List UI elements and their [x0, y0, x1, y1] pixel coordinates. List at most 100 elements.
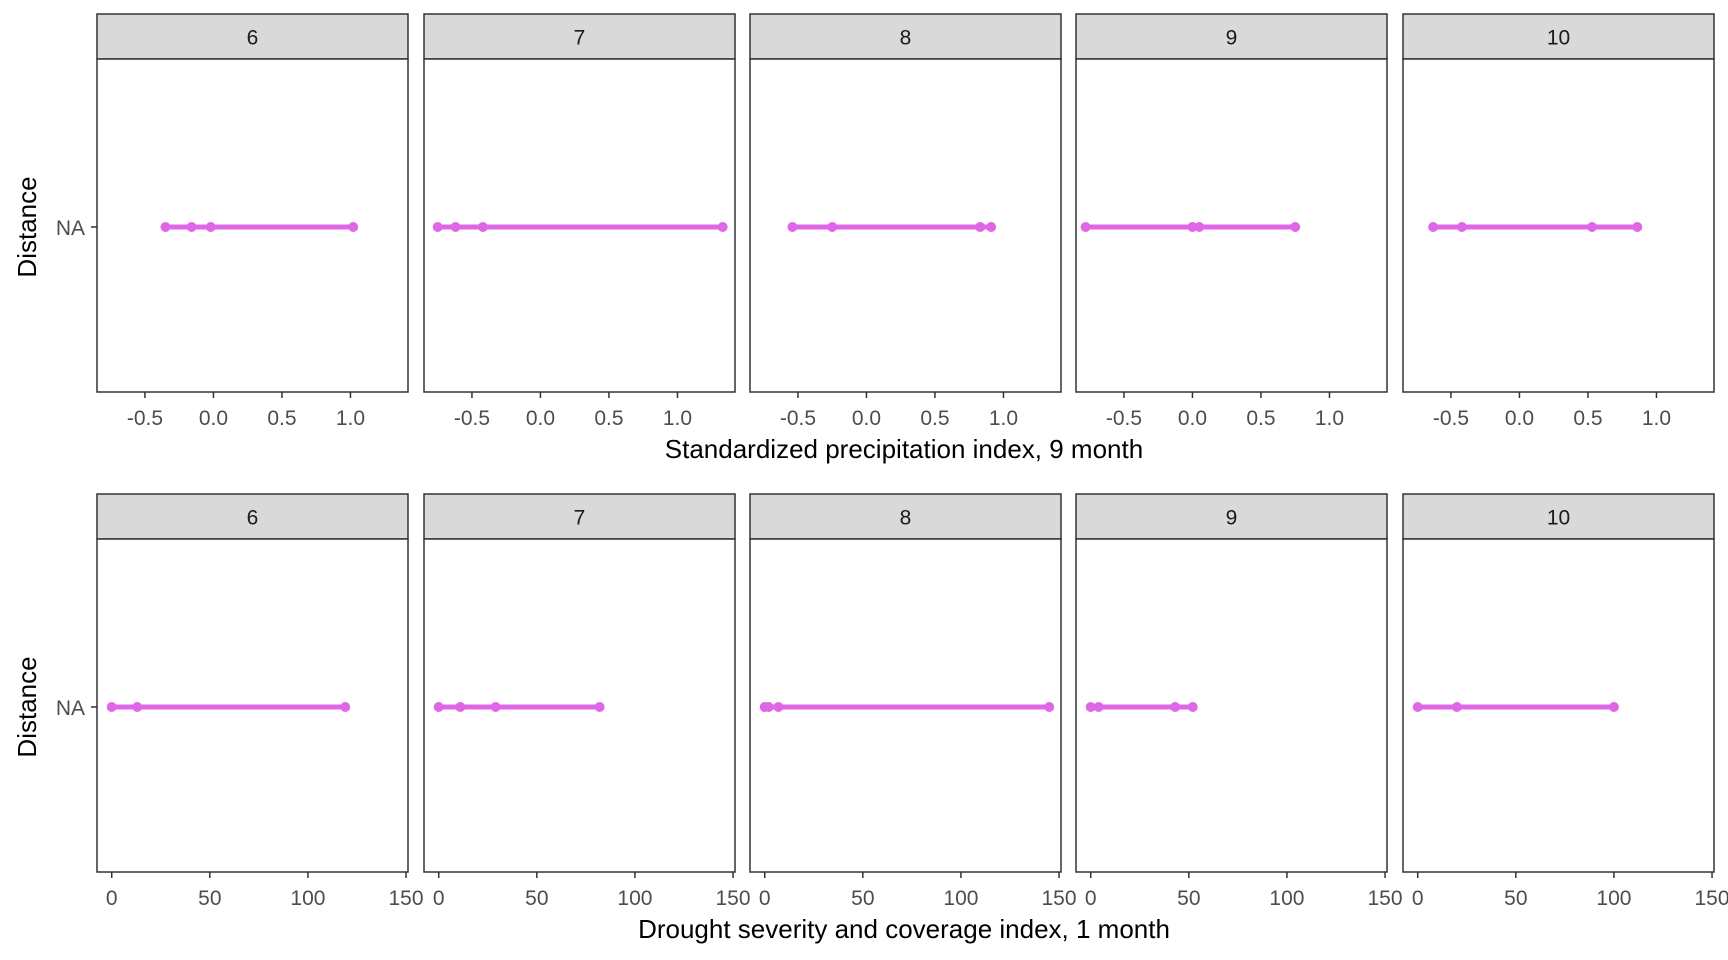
data-point — [1428, 222, 1439, 232]
x-tick-label: 0.5 — [920, 407, 949, 430]
facet-panel-8: 8 -0.5 0.0 0.5 1.0 — [749, 13, 1062, 430]
x-tick-label: 0.0 — [852, 407, 881, 430]
data-point — [1632, 222, 1643, 232]
row-top-x-axis-title: Standardized precipitation index, 9 mont… — [665, 434, 1143, 464]
data-point — [340, 702, 351, 712]
x-tick-label: -0.5 — [127, 407, 163, 430]
facet-panel-10: 100 50 100 150 — [1402, 493, 1728, 910]
facet-strip-label: 7 — [574, 507, 586, 530]
x-tick-label: 1.0 — [989, 407, 1018, 430]
data-point — [132, 702, 143, 712]
x-tick-label: -0.5 — [780, 407, 816, 430]
x-tick-label: 1.0 — [663, 407, 692, 430]
x-tick-label: 0.0 — [1505, 407, 1534, 430]
data-point — [1085, 702, 1096, 712]
row-bottom-y-axis-title: Distance — [12, 656, 42, 757]
data-point — [160, 222, 171, 232]
facet-strip — [423, 13, 736, 60]
data-point — [1290, 222, 1301, 232]
facet-strip — [1075, 493, 1388, 540]
data-point — [1194, 222, 1205, 232]
data-point — [450, 222, 461, 232]
data-point — [773, 702, 784, 712]
data-point — [455, 702, 466, 712]
facet-strip-label: 9 — [1226, 507, 1238, 530]
x-tick-label: 150 — [1042, 887, 1077, 910]
x-tick-label: 100 — [1596, 887, 1631, 910]
facet-panel-10: 10 -0.5 0.0 0.5 1.0 — [1402, 13, 1715, 430]
x-tick-label: 150 — [1695, 887, 1728, 910]
x-tick-label: 50 — [1177, 887, 1200, 910]
data-point — [975, 222, 986, 232]
facet-strip — [749, 13, 1062, 60]
facet-panel-9: 9 -0.5 0.0 0.5 1.0 — [1075, 13, 1388, 430]
facet-strip — [1402, 13, 1715, 60]
facet-strip — [1402, 493, 1715, 540]
facet-strip-label: 6 — [247, 507, 259, 530]
x-tick-label: -0.5 — [454, 407, 490, 430]
data-point — [986, 222, 997, 232]
data-point — [1187, 702, 1198, 712]
y-tick-label: NA — [56, 697, 85, 720]
x-tick-label: 0.5 — [1246, 407, 1275, 430]
x-tick-label: 50 — [525, 887, 548, 910]
data-point — [1093, 702, 1104, 712]
data-point — [787, 222, 798, 232]
data-point — [205, 222, 216, 232]
x-tick-label: 100 — [943, 887, 978, 910]
x-tick-label: 100 — [290, 887, 325, 910]
data-point — [1608, 702, 1619, 712]
data-point — [433, 702, 444, 712]
chart-row-dsci: Drought severity and coverage index, 1 m… — [12, 493, 1728, 944]
facet-strip-label: 10 — [1547, 27, 1570, 50]
data-point — [1451, 702, 1462, 712]
data-point — [1170, 702, 1181, 712]
data-point — [106, 702, 117, 712]
x-tick-label: 0.0 — [199, 407, 228, 430]
row-bottom-x-axis-title: Drought severity and coverage index, 1 m… — [638, 914, 1170, 944]
facet-strip-label: 10 — [1547, 507, 1570, 530]
data-point — [594, 702, 605, 712]
x-tick-label: 150 — [716, 887, 751, 910]
x-tick-label: 0.5 — [1573, 407, 1602, 430]
row-top-y-axis-title: Distance — [12, 176, 42, 277]
x-tick-label: 150 — [1368, 887, 1403, 910]
x-tick-label: -0.5 — [1433, 407, 1469, 430]
x-tick-label: 0 — [759, 887, 771, 910]
x-tick-label: 50 — [851, 887, 874, 910]
data-point — [1187, 222, 1198, 232]
facet-strip — [423, 493, 736, 540]
facet-panel-7: 7 -0.5 0.0 0.5 1.0 — [423, 13, 736, 430]
facet-strip-label: 8 — [900, 27, 912, 50]
facet-strip-label: 9 — [1226, 27, 1238, 50]
facet-strip-label: 6 — [247, 27, 259, 50]
facet-panel-6: 6 -0.5 0.0 0.5 1.0 — [96, 13, 409, 430]
data-point — [1412, 702, 1423, 712]
facet-strip — [96, 493, 409, 540]
data-point — [1044, 702, 1055, 712]
facet-strip — [749, 493, 1062, 540]
data-point — [490, 702, 501, 712]
chart-row-spi: Standardized precipitation index, 9 mont… — [12, 13, 1715, 464]
x-tick-label: 1.0 — [1315, 407, 1344, 430]
data-point — [1080, 222, 1091, 232]
x-tick-label: 50 — [1504, 887, 1527, 910]
x-tick-label: 0.5 — [594, 407, 623, 430]
data-point — [763, 702, 774, 712]
data-point — [186, 222, 197, 232]
data-point — [477, 222, 488, 232]
data-point — [1587, 222, 1598, 232]
facet-strip-label: 7 — [574, 27, 586, 50]
data-point — [717, 222, 728, 232]
x-tick-label: 150 — [389, 887, 424, 910]
data-point — [827, 222, 838, 232]
x-tick-label: 0 — [433, 887, 445, 910]
x-tick-label: 0 — [1412, 887, 1424, 910]
facet-strip-label: 8 — [900, 507, 912, 530]
x-tick-label: 100 — [1269, 887, 1304, 910]
facet-panel-8: 8 0 50 100 150 — [749, 493, 1077, 910]
x-tick-label: 0 — [1085, 887, 1097, 910]
x-tick-label: 0 — [106, 887, 118, 910]
x-tick-label: 0.0 — [526, 407, 555, 430]
